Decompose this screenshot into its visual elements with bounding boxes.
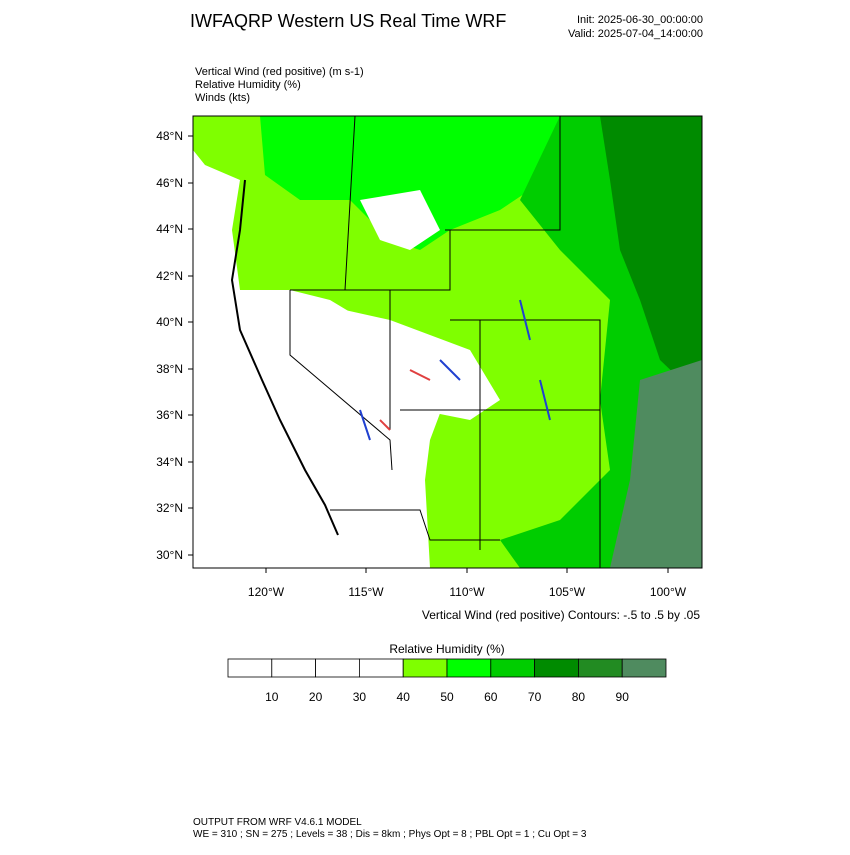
colorbar-box <box>402 658 448 678</box>
lat-labels: 48°N 46°N 44°N 42°N 40°N 38°N 36°N 34°N 32°N 30°N <box>156 129 193 562</box>
lat-label: 34°N <box>156 455 183 469</box>
contour-note: Vertical Wind (red positive) Contours: -… <box>422 608 700 622</box>
map-frame <box>192 115 703 569</box>
colorbar-tick-label: 60 <box>484 690 498 704</box>
lat-label: 44°N <box>156 222 183 236</box>
lat-label: 42°N <box>156 269 183 283</box>
lat-label: 40°N <box>156 315 183 329</box>
lon-label: 110°W <box>449 585 485 599</box>
colorbar-tick-label: 50 <box>440 690 454 704</box>
colorbar-tick-label: 80 <box>572 690 586 704</box>
lon-label: 115°W <box>348 585 384 599</box>
lat-label: 32°N <box>156 501 183 515</box>
colorbar-tick-label: 20 <box>309 690 323 704</box>
colorbar-box <box>227 658 273 678</box>
colorbar-box <box>534 658 579 678</box>
colorbar: 10 20 30 40 50 60 70 80 90 <box>227 658 667 704</box>
colorbar-tick-label: 40 <box>397 690 411 704</box>
field-label: Winds (kts) <box>195 92 250 104</box>
colorbar-box <box>446 658 492 678</box>
field-label: Vertical Wind (red positive) (m s-1) <box>195 66 364 78</box>
lon-label: 100°W <box>650 585 687 599</box>
colorbar-box <box>358 658 404 678</box>
colorbar-tick-label: 10 <box>265 690 279 704</box>
colorbar-box <box>621 658 667 678</box>
lon-label: 105°W <box>549 585 586 599</box>
colorbar-box <box>578 658 623 678</box>
lon-label: 120°W <box>248 585 285 599</box>
colorbar-title: Relative Humidity (%) <box>389 642 504 656</box>
colorbar-box <box>490 658 535 678</box>
footer-line: OUTPUT FROM WRF V4.6.1 MODEL <box>193 817 362 828</box>
footer-line: WE = 310 ; SN = 275 ; Levels = 38 ; Dis … <box>193 829 587 840</box>
map <box>193 116 702 568</box>
valid-time: Valid: 2025-07-04_14:00:00 <box>568 28 703 40</box>
lat-label: 38°N <box>156 362 183 376</box>
title: IWFAQRP Western US Real Time WRF <box>190 11 506 31</box>
colorbar-tick-label: 30 <box>353 690 367 704</box>
lon-labels: 120°W 115°W 110°W 105°W 100°W <box>248 568 687 599</box>
colorbar-box <box>315 658 360 678</box>
lat-label: 48°N <box>156 129 183 143</box>
lat-label: 36°N <box>156 408 183 422</box>
init-time: Init: 2025-06-30_00:00:00 <box>577 14 703 26</box>
colorbar-box <box>271 658 316 678</box>
field-label: Relative Humidity (%) <box>195 79 301 91</box>
lat-label: 46°N <box>156 176 183 190</box>
lat-label: 30°N <box>156 548 183 562</box>
colorbar-tick-label: 90 <box>616 690 630 704</box>
colorbar-tick-label: 70 <box>528 690 542 704</box>
